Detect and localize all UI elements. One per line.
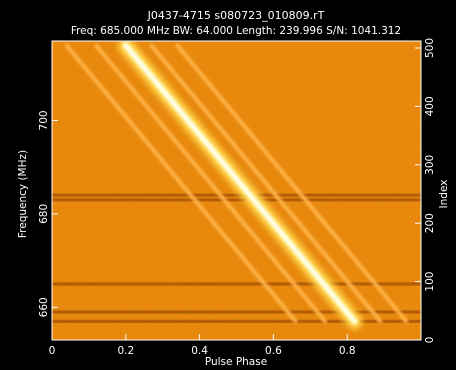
x-axis-ticks: 0 0.2 0.4 0.6 0.8 bbox=[49, 334, 356, 357]
x-tick-label: 0.8 bbox=[339, 345, 356, 357]
rfi-band bbox=[52, 319, 421, 323]
x-tick-label: 0.2 bbox=[117, 345, 134, 357]
plot-frame bbox=[51, 40, 422, 341]
y-tick-label: 680 bbox=[38, 204, 50, 224]
y-tick-label: 660 bbox=[38, 297, 50, 317]
plot-area bbox=[52, 41, 421, 340]
right-tick-label: 0 bbox=[424, 337, 436, 344]
main-pulse-sweep bbox=[117, 41, 363, 330]
rfi-band bbox=[52, 282, 421, 286]
secondary-component bbox=[149, 43, 383, 324]
main-pulse-core bbox=[124, 44, 356, 323]
right-tick-label: 200 bbox=[424, 213, 436, 233]
x-tick-label: 0.4 bbox=[191, 345, 208, 357]
right-tick-label: 400 bbox=[424, 96, 436, 116]
right-tick-label: 100 bbox=[424, 272, 436, 292]
rfi-band bbox=[52, 198, 421, 202]
y-axis-ticks: 660 680 700 bbox=[38, 110, 58, 317]
x-tick-label: 0.6 bbox=[265, 345, 282, 357]
right-axis-label: Index bbox=[438, 180, 450, 209]
rfi-band bbox=[52, 193, 421, 197]
y-tick-label: 700 bbox=[38, 110, 50, 130]
rfi-bands bbox=[52, 193, 421, 323]
secondary-component bbox=[64, 43, 298, 324]
x-axis-label: Pulse Phase bbox=[205, 356, 267, 368]
secondary-components bbox=[64, 43, 409, 324]
y-axis-label: Frequency (MHz) bbox=[17, 150, 29, 238]
right-tick-label: 500 bbox=[424, 38, 436, 58]
right-tick-label: 300 bbox=[424, 155, 436, 175]
rfi-band bbox=[52, 310, 421, 314]
secondary-component bbox=[94, 43, 328, 324]
right-axis-ticks: 0 100 200 300 400 500 bbox=[415, 38, 436, 343]
x-tick-label: 0 bbox=[49, 345, 56, 357]
chart-subtitle: Freq: 685.000 MHz BW: 64.000 Length: 239… bbox=[71, 25, 401, 37]
chart-title: J0437-4715 s080723_010809.rT bbox=[147, 9, 325, 22]
secondary-component bbox=[175, 43, 409, 324]
